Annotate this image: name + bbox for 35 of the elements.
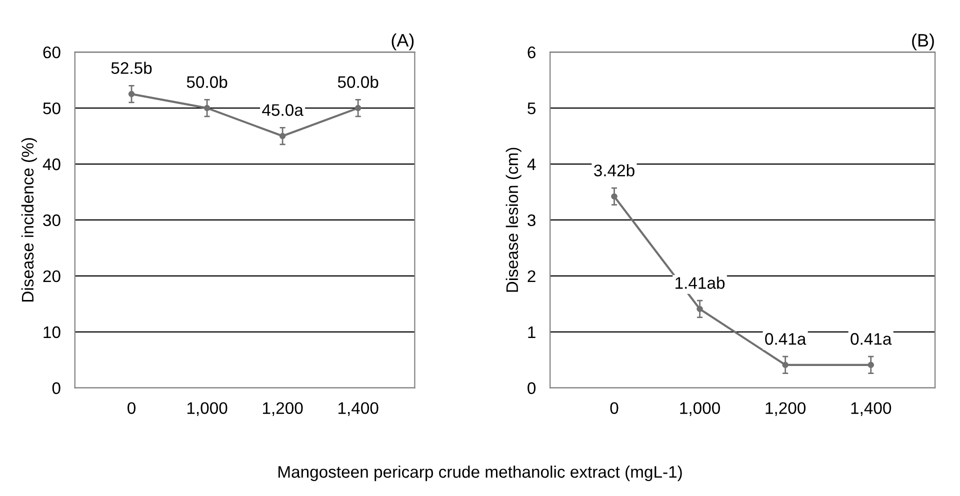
- x-tick-label: 0: [610, 402, 618, 414]
- y-tick-label: 0: [52, 382, 60, 394]
- data-label: 1.41ab: [676, 276, 725, 289]
- data-label: 50.0b: [338, 76, 378, 88]
- data-label: 52.5b: [111, 62, 152, 74]
- y-tick-label: 60: [43, 46, 60, 58]
- y-tick-label: 20: [43, 270, 60, 282]
- x-tick-label: 0: [128, 402, 136, 414]
- data-label: 45.0a: [262, 104, 304, 116]
- data-label: 0.41a: [850, 333, 892, 345]
- y-tick-label: 4: [527, 158, 536, 170]
- chart-title: (A): [392, 33, 414, 50]
- data-label: 50.0b: [186, 76, 228, 88]
- x-axis-title: Mangosteen pericarp crude methanolic extract (mgL-1): [278, 466, 682, 482]
- y-tick-label: 30: [43, 214, 60, 226]
- y-tick-label: 50: [43, 102, 60, 114]
- y-tick-label: 10: [44, 326, 60, 338]
- y-tick-label: 3: [528, 214, 536, 226]
- y-axis-title: Disease incidence (%): [21, 138, 37, 302]
- x-tick-label: 1,200: [262, 402, 303, 416]
- x-tick-label: 1,000: [187, 402, 228, 416]
- y-tick-label: 2: [528, 270, 536, 282]
- data-label: 3.42b: [594, 164, 634, 176]
- y-axis-title: Disease lesion (cm): [506, 148, 522, 292]
- y-tick-label: 40: [42, 158, 60, 170]
- chart-title: (B): [912, 33, 934, 50]
- y-tick-label: 1: [528, 326, 536, 338]
- y-tick-label: 0: [528, 382, 536, 394]
- y-tick-label: 6: [528, 46, 536, 58]
- x-tick-label: 1,400: [338, 402, 378, 416]
- x-tick-label: 1,000: [680, 402, 720, 416]
- y-tick-label: 5: [528, 102, 536, 114]
- x-tick-label: 1,400: [851, 402, 892, 416]
- x-tick-label: 1,200: [766, 402, 806, 416]
- data-label: 0.41a: [765, 333, 806, 345]
